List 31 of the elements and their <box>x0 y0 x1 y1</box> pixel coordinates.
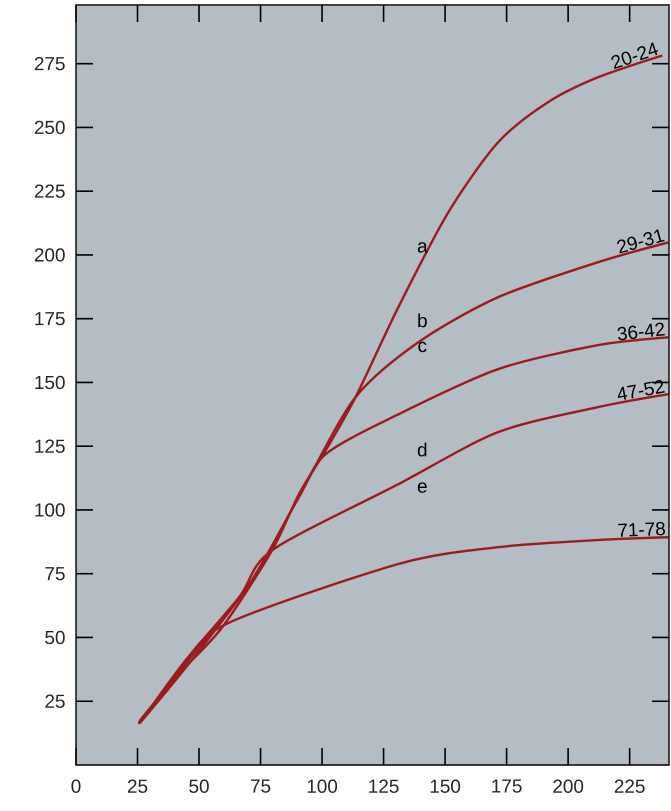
y-tick-label: 200 <box>34 248 65 262</box>
y-tick-label: 275 <box>34 56 65 70</box>
x-tick-label: 200 <box>553 780 584 793</box>
annotation: e <box>418 482 427 493</box>
series-label: 71-78 <box>618 522 665 537</box>
y-tick-label: 175 <box>35 312 65 326</box>
x-tick-label: 100 <box>308 780 338 793</box>
x-tick-label: 150 <box>430 780 460 793</box>
text: 47-52 <box>618 380 665 400</box>
text: 36-42 <box>618 322 665 340</box>
y-tick-label: 125 <box>35 440 65 453</box>
y-tick-label: 100 <box>35 503 65 517</box>
x-tick-label: 0 <box>71 780 81 793</box>
annotation: a <box>418 242 428 253</box>
x-tick-label: 125 <box>369 780 399 793</box>
x-tick-label: 225 <box>614 780 645 793</box>
text: 29-31 <box>617 229 665 254</box>
y-tick-label: 75 <box>45 567 65 580</box>
annotation: b <box>418 313 427 328</box>
y-tick-label: 225 <box>34 184 65 198</box>
x-tick-label: 25 <box>128 780 148 793</box>
annotation: c <box>418 342 427 352</box>
y-tick-label: 150 <box>35 376 65 390</box>
x-tick-label: 50 <box>189 780 209 793</box>
text: 20-24 <box>611 42 658 70</box>
y-tick-label: 50 <box>45 630 65 644</box>
x-tick-label: 75 <box>250 780 270 793</box>
x-tick-label: 175 <box>492 780 522 793</box>
y-tick-label: 25 <box>45 694 65 708</box>
annotation: d <box>418 442 426 457</box>
y-tick-label: 250 <box>34 120 65 134</box>
